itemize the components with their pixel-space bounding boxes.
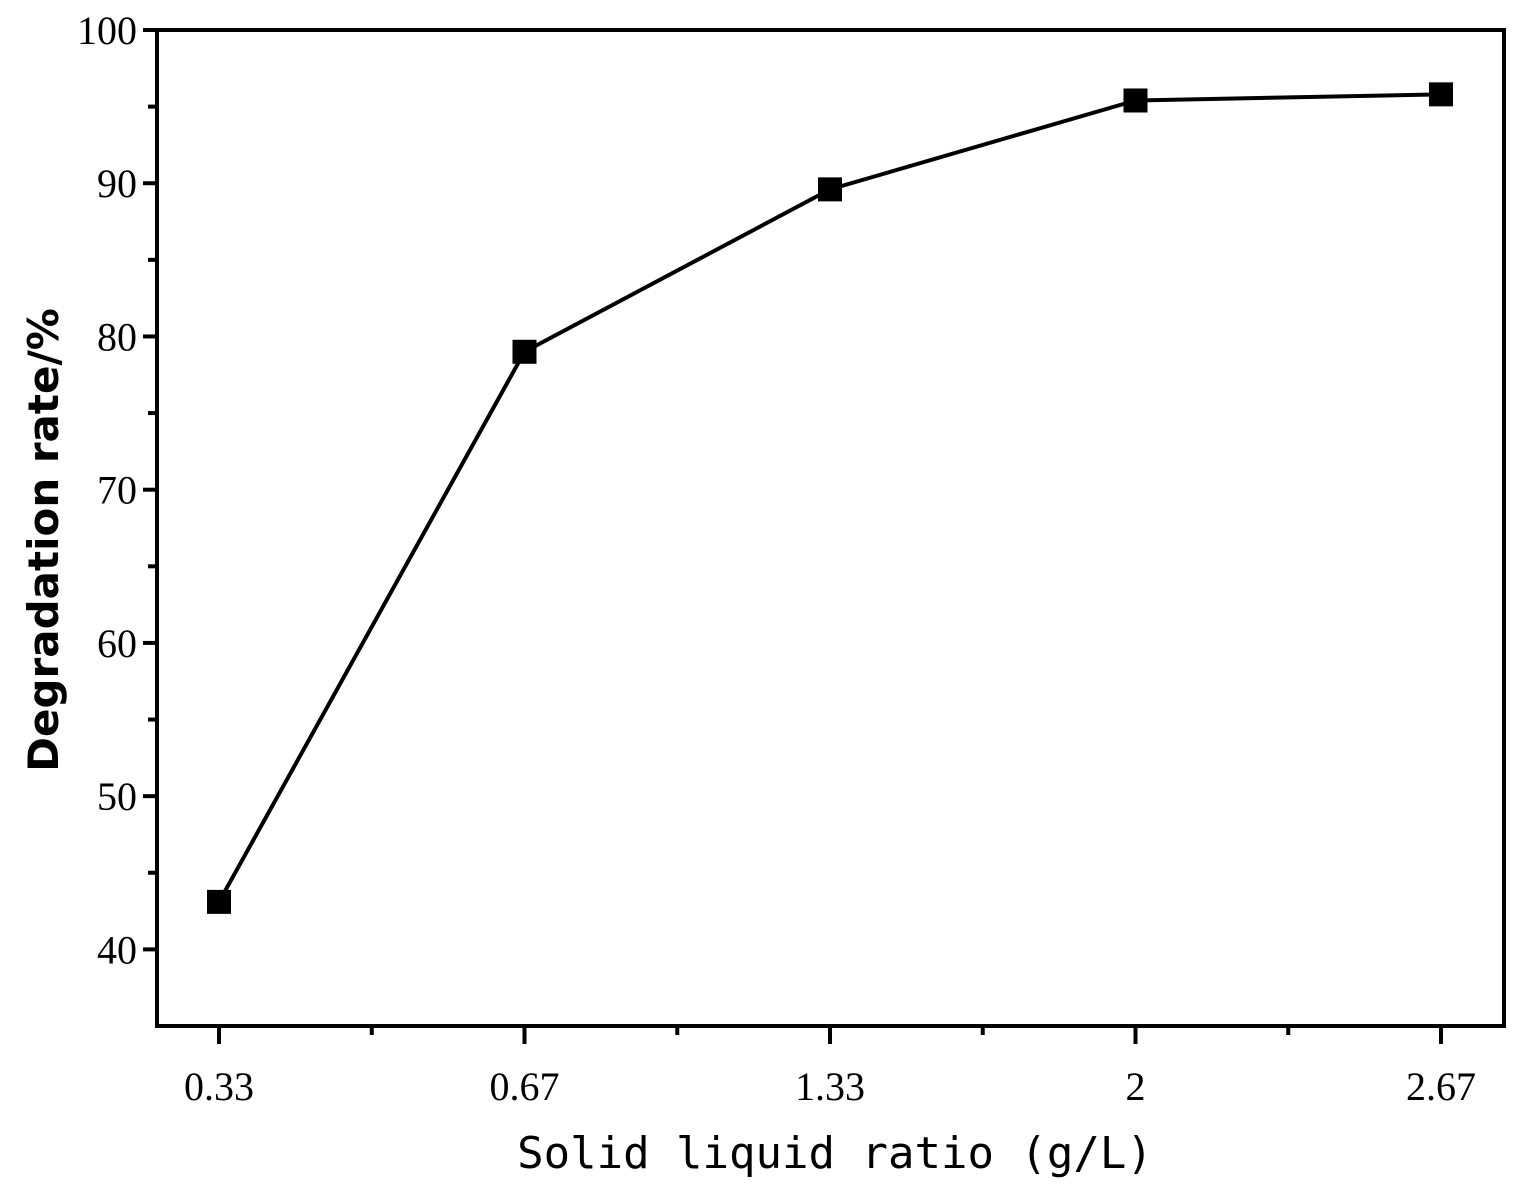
- data-series-markers: [207, 82, 1453, 914]
- data-series-line: [217, 92, 1442, 903]
- x-tick-label: 2: [1126, 1064, 1146, 1109]
- y-tick-label: 80: [97, 314, 137, 359]
- y-axis-title: Degradation rate/%: [19, 308, 68, 772]
- y-tick-label: 70: [97, 468, 137, 513]
- x-tick-label: 0.67: [490, 1064, 560, 1109]
- data-point-marker: [1123, 88, 1148, 113]
- data-point-marker: [818, 177, 842, 202]
- y-axis-ticks: 40 50 60 70 80 90 100: [77, 8, 157, 972]
- x-tick-label: 1.33: [795, 1064, 865, 1109]
- x-tick-label: 0.33: [184, 1064, 254, 1109]
- data-point-marker: [207, 889, 231, 914]
- y-tick-label: 40: [97, 927, 137, 972]
- data-point-marker: [1429, 82, 1453, 107]
- y-tick-label: 100: [77, 8, 137, 53]
- y-tick-label: 50: [97, 774, 137, 819]
- x-tick-label: 2.67: [1406, 1064, 1476, 1109]
- x-axis-title: Solid liquid ratio (g/L): [517, 1128, 1153, 1179]
- y-tick-label: 60: [97, 621, 137, 666]
- y-tick-label: 90: [97, 161, 137, 206]
- x-axis-ticks: 0.33 0.67 1.33 2 2.67: [184, 1026, 1476, 1109]
- data-point-marker: [512, 339, 537, 364]
